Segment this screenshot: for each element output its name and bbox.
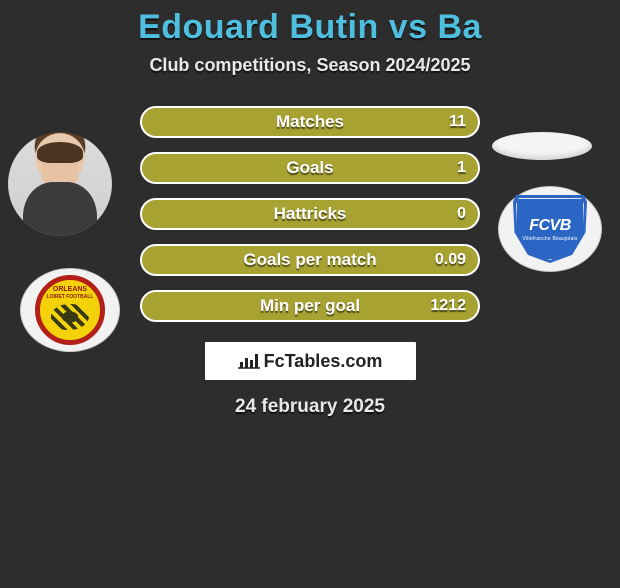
badge-fcvb-text: FCVB xyxy=(529,217,571,235)
stat-row-hattricks: Hattricks 0 xyxy=(140,198,480,230)
player-avatar-right xyxy=(492,132,592,160)
stat-right-value: 1 xyxy=(457,159,466,177)
stat-right-value: 0 xyxy=(457,205,466,223)
chart-icon xyxy=(238,352,260,370)
stat-right-value: 11 xyxy=(449,113,466,131)
stat-label: Goals per match xyxy=(142,250,478,270)
date-text: 24 february 2025 xyxy=(0,396,620,418)
stat-row-goals: Goals 1 xyxy=(140,152,480,184)
stat-label: Hattricks xyxy=(142,204,478,224)
stat-row-min-per-goal: Min per goal 1212 xyxy=(140,290,480,322)
club-badge-right: FCVB Villefranche Beaujolais xyxy=(498,186,602,272)
stats-container: Matches 11 Goals 1 Hattricks 0 Goals per… xyxy=(140,106,480,322)
watermark: FcTables.com xyxy=(203,340,418,382)
stat-right-value: 1212 xyxy=(430,297,466,315)
badge-fcvb-subtext: Villefranche Beaujolais xyxy=(522,236,577,242)
stat-label: Matches xyxy=(142,112,478,132)
badge-fcvb-shield: FCVB Villefranche Beaujolais xyxy=(513,195,587,263)
stat-row-goals-per-match: Goals per match 0.09 xyxy=(140,244,480,276)
club-badge-left: ORLEANS LOIRET FOOTBALL xyxy=(20,268,120,352)
stat-row-matches: Matches 11 xyxy=(140,106,480,138)
stat-label: Min per goal xyxy=(142,296,478,316)
avatar-hair xyxy=(37,142,83,163)
page-title: Edouard Butin vs Ba xyxy=(0,8,620,47)
wasp-icon xyxy=(51,304,89,330)
stat-right-value: 0.09 xyxy=(435,251,466,269)
subtitle: Club competitions, Season 2024/2025 xyxy=(0,55,620,76)
badge-orleans-inner: ORLEANS LOIRET FOOTBALL xyxy=(35,275,105,345)
player-avatar-left xyxy=(8,132,112,236)
stat-label: Goals xyxy=(142,158,478,178)
badge-orleans-text: ORLEANS LOIRET FOOTBALL xyxy=(40,286,100,300)
watermark-text: FcTables.com xyxy=(264,351,383,372)
